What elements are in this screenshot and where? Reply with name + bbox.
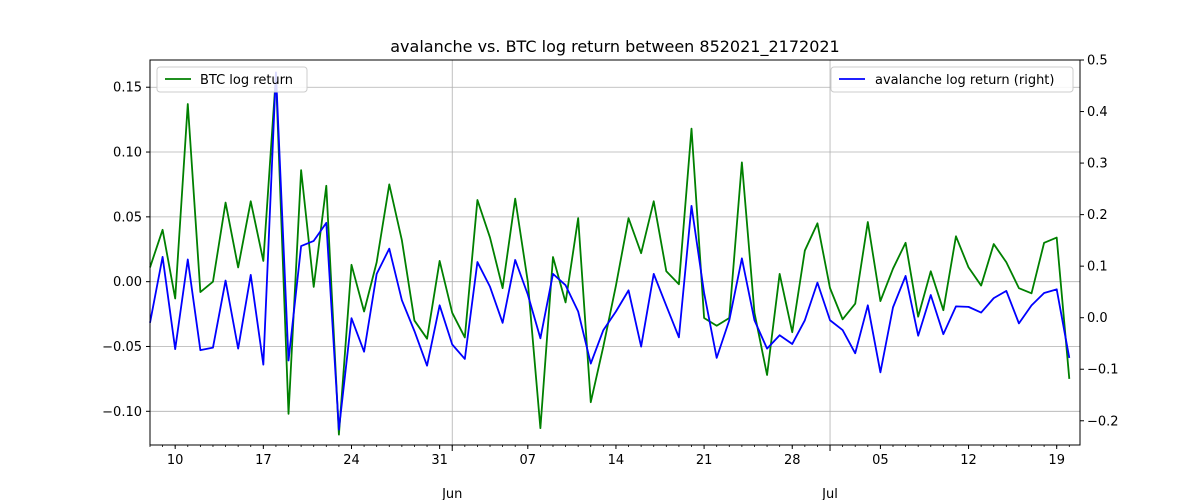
chart-title: avalanche vs. BTC log return between 852…: [390, 37, 839, 57]
left-y-tick-label: 0.15: [113, 81, 142, 96]
x-tick-label: 24: [343, 453, 360, 468]
legend-avalanche-label: avalanche log return (right): [875, 73, 1054, 88]
right-y-tick-label: 0.5: [1087, 54, 1108, 69]
x-tick-label: 31: [431, 453, 448, 468]
right-y-tick-label: −0.1: [1087, 363, 1119, 378]
left-y-tick-label: −0.10: [102, 405, 142, 420]
x-tick-label: 19: [1048, 453, 1065, 468]
x-tick-label: 14: [608, 453, 625, 468]
x-tick-label: 28: [784, 453, 801, 468]
left-y-tick-label: 0.05: [113, 210, 142, 225]
legend-btc: BTC log return: [156, 66, 308, 93]
x-tick-label: 12: [960, 453, 977, 468]
series-layer: [149, 71, 1071, 436]
right-y-tick-label: −0.2: [1087, 414, 1119, 429]
plot-frame: [149, 59, 1081, 446]
left-y-tick-label: 0.10: [113, 146, 142, 161]
x-axis: 10 17 24 31 07 14 21 28 05 12 19 Jun Jul: [149, 445, 1070, 500]
right-y-tick-label: 0.2: [1087, 208, 1108, 223]
left-y-axis: 0.15 0.10 0.05 0.00 −0.05 −0.10: [102, 81, 150, 420]
right-y-tick-label: 0.1: [1087, 260, 1108, 275]
x-tick-label: 10: [167, 453, 184, 468]
left-y-tick-label: −0.05: [102, 340, 142, 355]
x-tick-label: 17: [255, 453, 272, 468]
right-y-tick-label: 0.4: [1087, 105, 1108, 120]
left-y-tick-label: 0.00: [113, 275, 142, 290]
x-tick-label: 07: [520, 453, 537, 468]
x-major-label: Jun: [441, 487, 462, 500]
x-major-label: Jul: [821, 487, 838, 500]
series-line-avalanche: [149, 71, 1071, 431]
x-tick-label: 21: [696, 453, 713, 468]
legend-btc-label: BTC log return: [200, 73, 293, 88]
right-y-tick-label: 0.3: [1087, 157, 1108, 172]
legend-avalanche: avalanche log return (right): [830, 66, 1074, 93]
series-line-btc: [149, 74, 1071, 436]
x-tick-label: 05: [872, 453, 889, 468]
right-y-axis: 0.5 0.4 0.3 0.2 0.1 0.0 −0.1 −0.2: [1080, 54, 1119, 429]
right-y-tick-label: 0.0: [1087, 311, 1108, 326]
